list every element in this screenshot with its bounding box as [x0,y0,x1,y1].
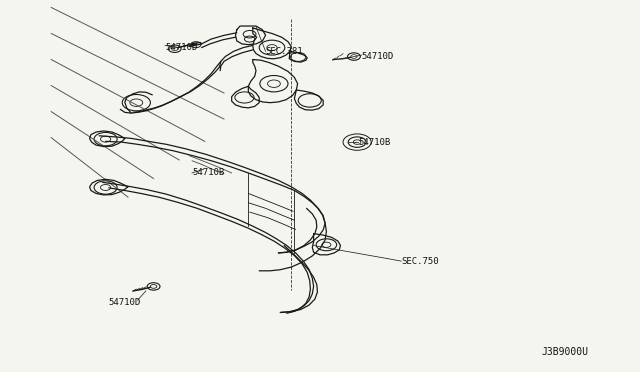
Text: 54710D: 54710D [109,298,141,307]
Text: 54710D: 54710D [165,43,197,52]
Text: 54710D: 54710D [362,52,394,61]
Text: 54710B: 54710B [192,169,224,177]
Text: SEC.381: SEC.381 [266,47,303,56]
Text: 54710B: 54710B [358,138,390,147]
Text: SEC.750: SEC.750 [401,257,439,266]
Text: J3B9000U: J3B9000U [542,347,589,357]
